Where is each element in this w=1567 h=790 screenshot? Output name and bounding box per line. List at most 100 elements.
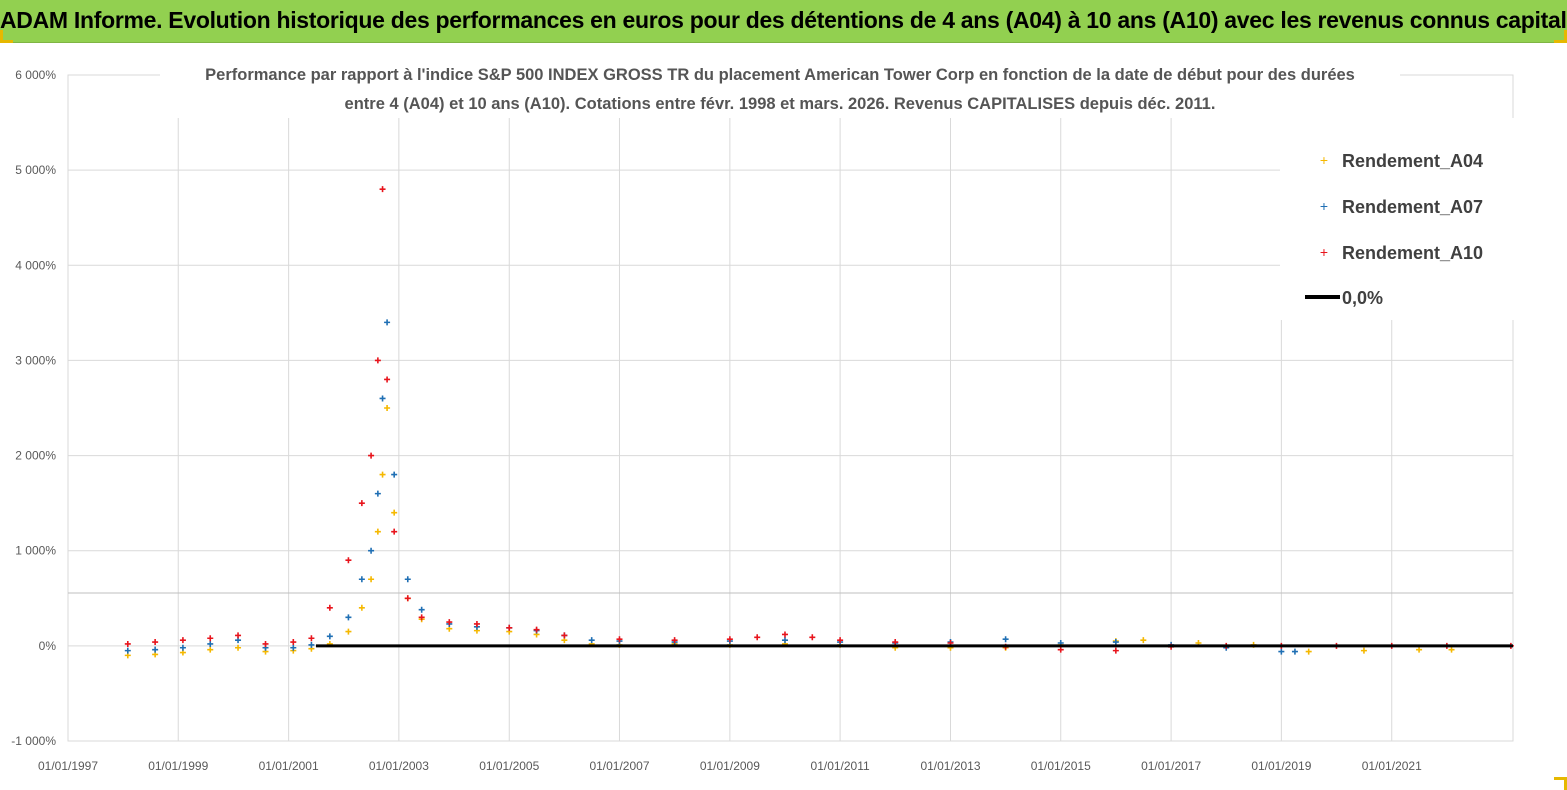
data-point xyxy=(345,557,352,564)
data-point xyxy=(892,639,899,646)
data-point xyxy=(506,624,513,631)
x-tick-label: 01/01/2017 xyxy=(1141,759,1201,773)
data-point xyxy=(1140,637,1147,644)
data-point xyxy=(308,635,315,642)
data-point xyxy=(308,641,315,648)
data-point xyxy=(358,604,365,611)
data-point xyxy=(1112,647,1119,654)
data-point xyxy=(1360,647,1367,654)
data-point xyxy=(384,405,391,411)
legend-label-a07: Rendement_A07 xyxy=(1342,197,1483,217)
data-point xyxy=(379,395,386,402)
data-point xyxy=(368,452,375,459)
y-tick-label: 3 000% xyxy=(15,353,56,367)
chart-title-line1: Performance par rapport à l'indice S&P 5… xyxy=(205,66,1355,84)
data-point xyxy=(1057,646,1064,653)
x-tick-label: 01/01/2007 xyxy=(589,759,649,773)
y-tick-label: 2 000% xyxy=(15,449,56,463)
legend-label-a04: Rendement_A04 xyxy=(1342,151,1483,171)
data-point xyxy=(326,604,333,611)
legend-marker-a10: + xyxy=(1320,244,1328,260)
report-banner: ADAM Informe. Evolution historique des p… xyxy=(0,0,1567,43)
corner-mark-bottom-right xyxy=(1554,777,1567,790)
data-point xyxy=(754,634,761,641)
x-tick-label: 01/01/2019 xyxy=(1251,759,1311,773)
corner-mark-top-right xyxy=(1554,30,1567,43)
y-tick-label: 5 000% xyxy=(15,163,56,177)
data-point xyxy=(358,576,365,583)
series-points xyxy=(124,186,1514,659)
data-point xyxy=(124,640,131,647)
y-tick-label: 0% xyxy=(39,639,57,653)
data-point xyxy=(404,595,411,602)
chart-legend: + Rendement_A04 + Rendement_A07 + Rendem… xyxy=(1280,118,1516,320)
data-point xyxy=(384,319,391,326)
data-point xyxy=(404,576,411,583)
data-point xyxy=(1278,648,1285,655)
chart-title-line2: entre 4 (A04) et 10 ans (A10). Cotations… xyxy=(345,95,1216,113)
data-point xyxy=(1291,648,1298,655)
data-point xyxy=(368,576,375,583)
data-point xyxy=(1112,639,1119,646)
x-tick-label: 01/01/2013 xyxy=(920,759,980,773)
data-point xyxy=(235,644,242,651)
x-tick-label: 01/01/2005 xyxy=(479,759,539,773)
data-point xyxy=(418,606,425,613)
data-point xyxy=(152,646,159,653)
data-point xyxy=(345,628,352,635)
y-tick-label: 6 000% xyxy=(15,68,56,82)
x-tick-label: 01/01/2021 xyxy=(1362,759,1422,773)
x-tick-label: 01/01/2003 xyxy=(369,759,429,773)
data-point xyxy=(1305,648,1312,655)
data-point xyxy=(207,646,214,653)
legend-item-zero: 0,0% xyxy=(1305,288,1383,308)
y-tick-label: 4 000% xyxy=(15,258,56,272)
data-point xyxy=(358,500,365,507)
axis-tick-labels: -1 000% 0% 1 000% 2 000% 3 000% 4 000% 5 000% 6… xyxy=(11,68,1422,773)
legend-item-a04: + Rendement_A04 xyxy=(1320,151,1483,171)
data-point xyxy=(384,376,391,383)
data-point xyxy=(124,647,131,654)
data-point xyxy=(179,637,186,644)
data-point xyxy=(781,631,788,638)
data-point xyxy=(616,636,623,643)
data-point xyxy=(290,639,297,646)
data-point xyxy=(207,640,214,647)
data-point xyxy=(262,640,269,647)
x-tick-label: 01/01/1999 xyxy=(148,759,208,773)
data-point xyxy=(391,509,398,516)
data-point xyxy=(837,637,844,644)
series-rendement_a07 xyxy=(124,319,1298,655)
data-point xyxy=(152,639,159,646)
data-point xyxy=(374,490,381,497)
chart-title-area: Performance par rapport à l'indice S&P 5… xyxy=(160,60,1400,118)
legend-item-a07: + Rendement_A07 xyxy=(1320,197,1483,217)
x-tick-label: 01/01/1997 xyxy=(38,759,98,773)
legend-marker-a07: + xyxy=(1320,198,1328,214)
data-point xyxy=(391,528,398,535)
data-point xyxy=(1416,646,1423,653)
data-point xyxy=(533,626,540,633)
data-point xyxy=(290,644,297,651)
series-rendement_a10 xyxy=(124,186,1514,654)
data-point xyxy=(726,636,733,643)
series-rendement_a04 xyxy=(124,405,1455,659)
data-point xyxy=(179,644,186,651)
data-point xyxy=(446,619,453,626)
x-tick-label: 01/01/2009 xyxy=(700,759,760,773)
data-point xyxy=(374,357,381,364)
data-point xyxy=(418,614,425,621)
data-point xyxy=(1448,646,1455,653)
data-point xyxy=(1002,636,1009,643)
data-point xyxy=(671,637,678,644)
legend-label-a10: Rendement_A10 xyxy=(1342,243,1483,263)
data-point xyxy=(368,547,375,554)
data-point xyxy=(588,637,595,644)
data-point xyxy=(379,471,386,478)
legend-label-zero: 0,0% xyxy=(1342,288,1383,308)
data-point xyxy=(326,633,333,640)
y-tick-label: 1 000% xyxy=(15,544,56,558)
data-point xyxy=(374,528,381,535)
